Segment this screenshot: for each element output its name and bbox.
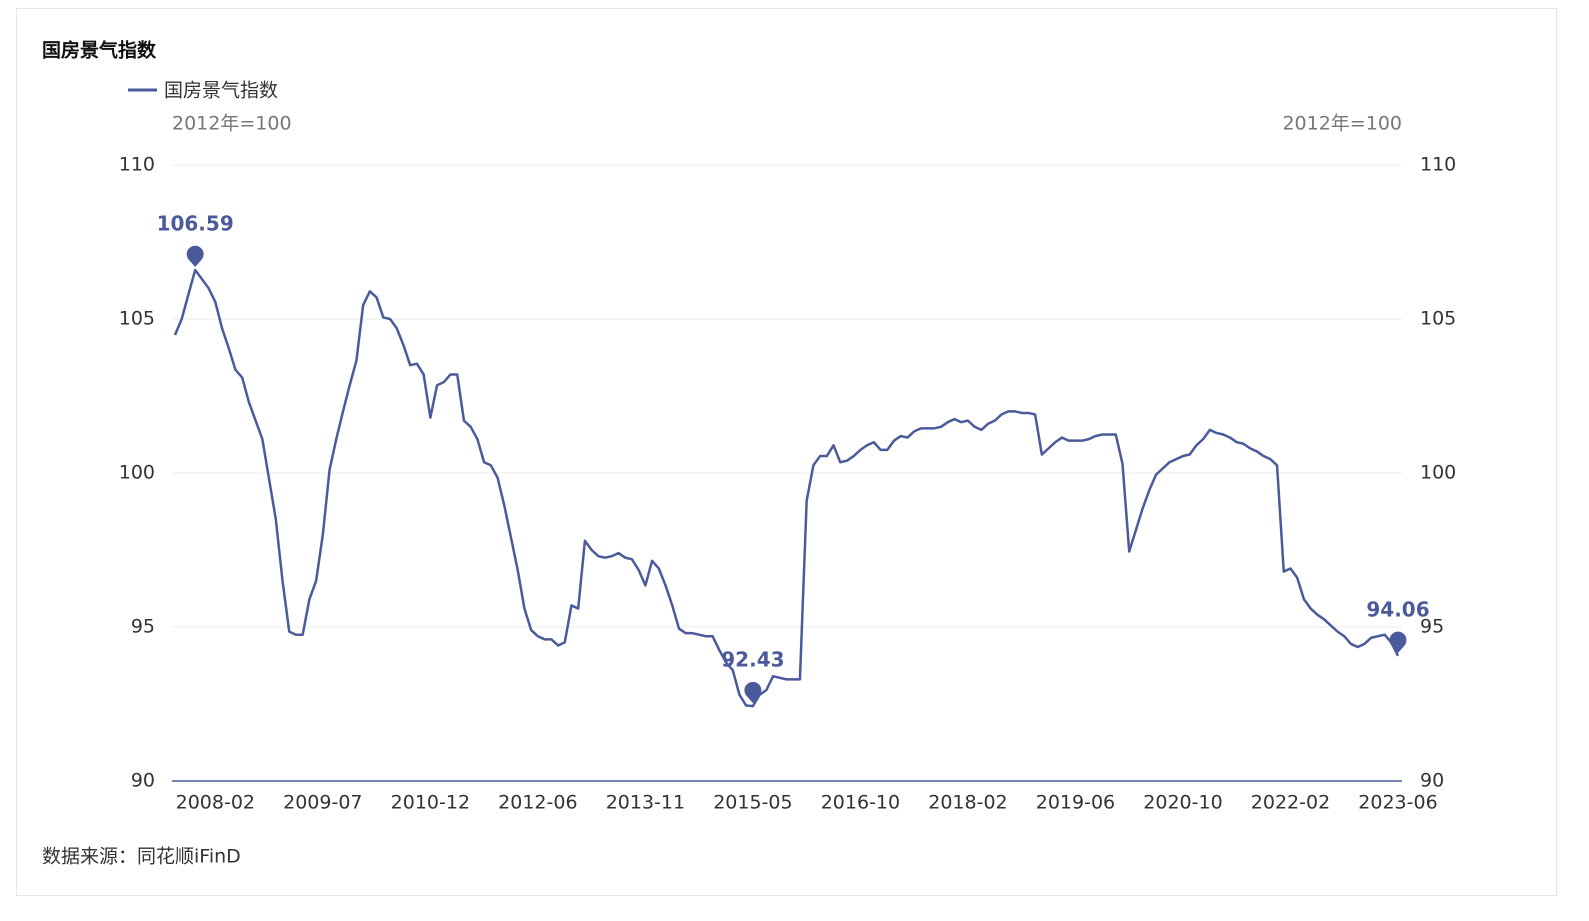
y2-tick-label: 105	[1420, 308, 1456, 330]
y-tick-label: 90	[131, 770, 155, 792]
x-tick-label: 2010-12	[391, 792, 470, 814]
point-pin	[744, 681, 762, 704]
y-tick-label: 105	[119, 308, 155, 330]
x-tick-label: 2013-11	[606, 792, 685, 814]
legend-label: 国房景气指数	[164, 80, 278, 102]
x-tick-label: 2022-02	[1251, 792, 1330, 814]
point-label: 92.43	[721, 648, 784, 672]
source-note: 数据来源：同花顺iFinD	[42, 846, 241, 868]
frame	[16, 8, 1557, 896]
y-tick-label: 100	[119, 462, 155, 484]
x-tick-label: 2023-06	[1358, 792, 1437, 814]
x-tick-label: 2019-06	[1036, 792, 1115, 814]
x-tick-label: 2012-06	[498, 792, 577, 814]
y2-tick-label: 110	[1420, 154, 1456, 176]
point-pin	[186, 245, 204, 268]
y2-tick-label: 100	[1420, 462, 1456, 484]
y2-tick-label: 90	[1420, 770, 1444, 792]
x-tick-label: 2016-10	[821, 792, 900, 814]
chart-title: 国房景气指数	[42, 39, 157, 62]
x-tick-label: 2009-07	[283, 792, 362, 814]
point-pin	[1389, 631, 1407, 653]
y2-tick-label: 95	[1420, 616, 1444, 638]
y2-axis-unit: 2012年=100	[1282, 113, 1402, 135]
point-label: 94.06	[1366, 597, 1429, 621]
y-tick-label: 95	[131, 616, 155, 638]
x-tick-label: 2020-10	[1143, 792, 1222, 814]
x-tick-label: 2015-05	[713, 792, 792, 814]
x-tick-label: 2008-02	[176, 792, 255, 814]
point-label: 106.59	[157, 212, 234, 236]
y-axis-unit: 2012年=100	[172, 113, 292, 135]
series-line	[173, 268, 1400, 708]
y-tick-label: 110	[119, 154, 155, 176]
x-tick-label: 2018-02	[928, 792, 1007, 814]
